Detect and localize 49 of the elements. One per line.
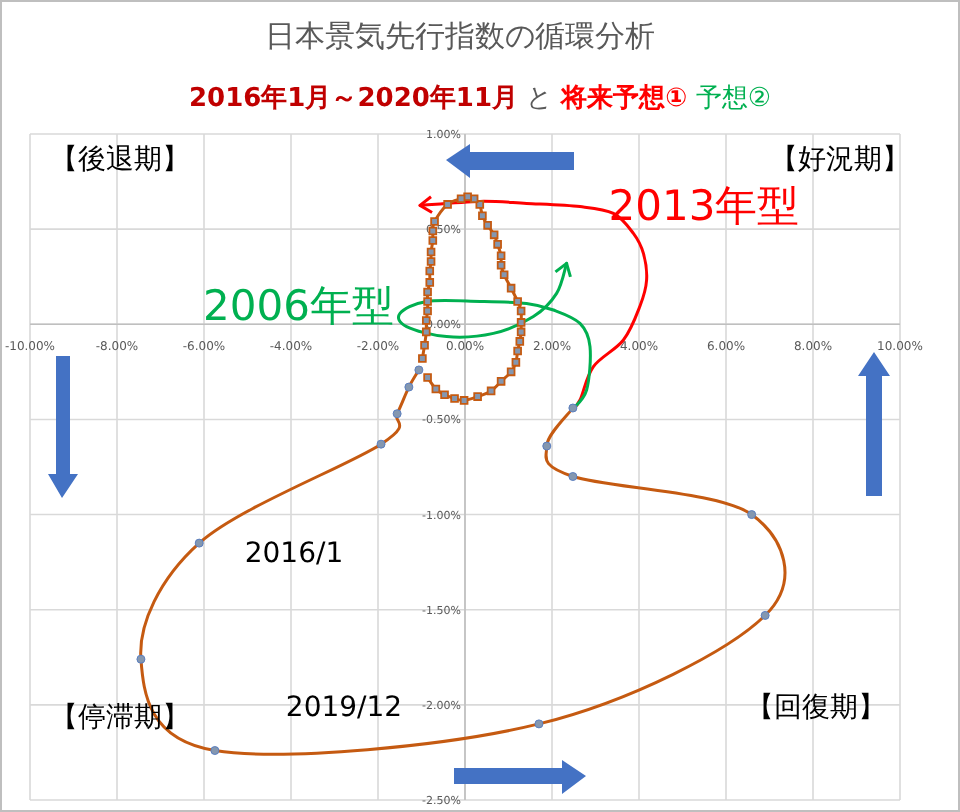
point [423,306,432,316]
annotation: 【回復期】 [746,692,886,724]
point [426,247,436,257]
point [440,390,449,399]
annotation: 2013年型 [608,182,800,230]
chart-title: 日本景気先行指数の循環分析 [265,18,655,54]
annotation: 2006年型 [203,282,394,330]
point [425,266,435,276]
point [489,230,499,240]
point [516,318,526,327]
point [459,396,469,405]
point [421,327,431,337]
point [418,354,427,363]
point [496,377,506,386]
point [425,278,435,287]
point [513,297,522,306]
annotation: 2019/12 [285,692,403,724]
annotation: 【後退期】 [50,144,190,176]
point [499,270,509,280]
point [475,200,485,209]
point [473,392,482,401]
point [426,257,436,266]
point [450,394,459,403]
point [463,192,472,202]
point [423,287,432,297]
chart-subtitle: 2016年1月～2020年11月 と 将来予想① 予想② [189,82,771,114]
point [456,194,466,203]
point [506,283,516,293]
point [423,297,432,306]
point [493,240,502,249]
point [423,373,432,382]
point [420,340,429,350]
annotation: 2016/1 [244,538,344,570]
point [431,384,441,394]
point [478,211,487,221]
point [515,337,525,346]
annotation: 【好況期】 [770,144,910,176]
point [506,367,516,377]
annotation: 【停滞期】 [50,702,190,734]
point [428,236,438,245]
point [496,251,506,261]
point [516,327,526,337]
point [516,306,526,316]
point [513,346,522,356]
point [496,261,506,270]
point [511,358,521,367]
point [483,221,492,230]
point [443,200,452,209]
point [486,386,496,396]
